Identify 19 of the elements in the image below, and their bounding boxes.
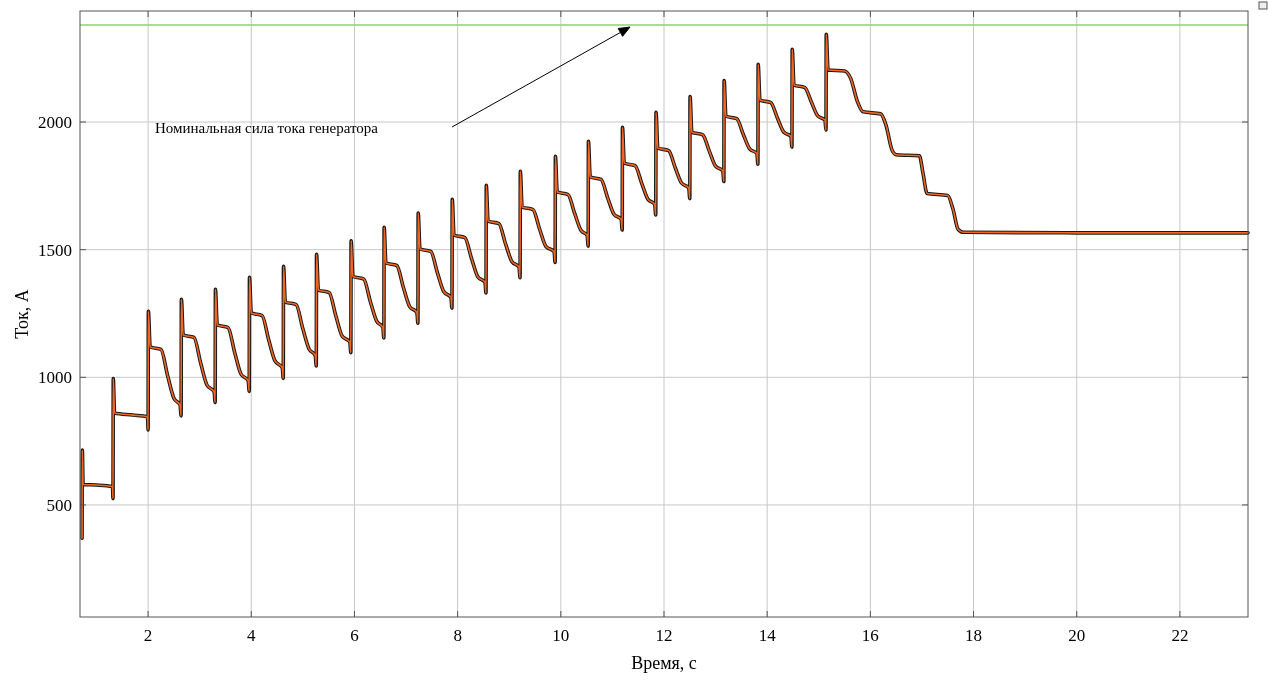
x-tick-label: 18 xyxy=(965,626,983,645)
x-tick-label: 22 xyxy=(1171,626,1189,645)
x-tick-label: 6 xyxy=(350,626,359,645)
line-series xyxy=(80,32,1250,540)
y-tick-label: 500 xyxy=(46,495,72,515)
x-tick-label: 12 xyxy=(655,626,673,645)
x-tick-label: 16 xyxy=(861,626,879,645)
x-tick-label: 14 xyxy=(758,626,777,645)
x-tick-label: 2 xyxy=(143,626,153,645)
y-axis-title: Ток, А xyxy=(12,289,32,339)
x-axis-title: Время, с xyxy=(631,653,697,673)
y-tick-label: 1000 xyxy=(38,368,72,388)
x-tick-label: 10 xyxy=(552,626,570,645)
y-tick-label: 2000 xyxy=(38,113,72,133)
x-tick-label: 4 xyxy=(247,626,257,645)
x-tick-label: 8 xyxy=(453,626,462,645)
x-tick-label: 20 xyxy=(1068,626,1086,645)
annotation: Номинальная сила тока генератора xyxy=(155,120,379,136)
y-tick-label: 1500 xyxy=(38,240,72,260)
